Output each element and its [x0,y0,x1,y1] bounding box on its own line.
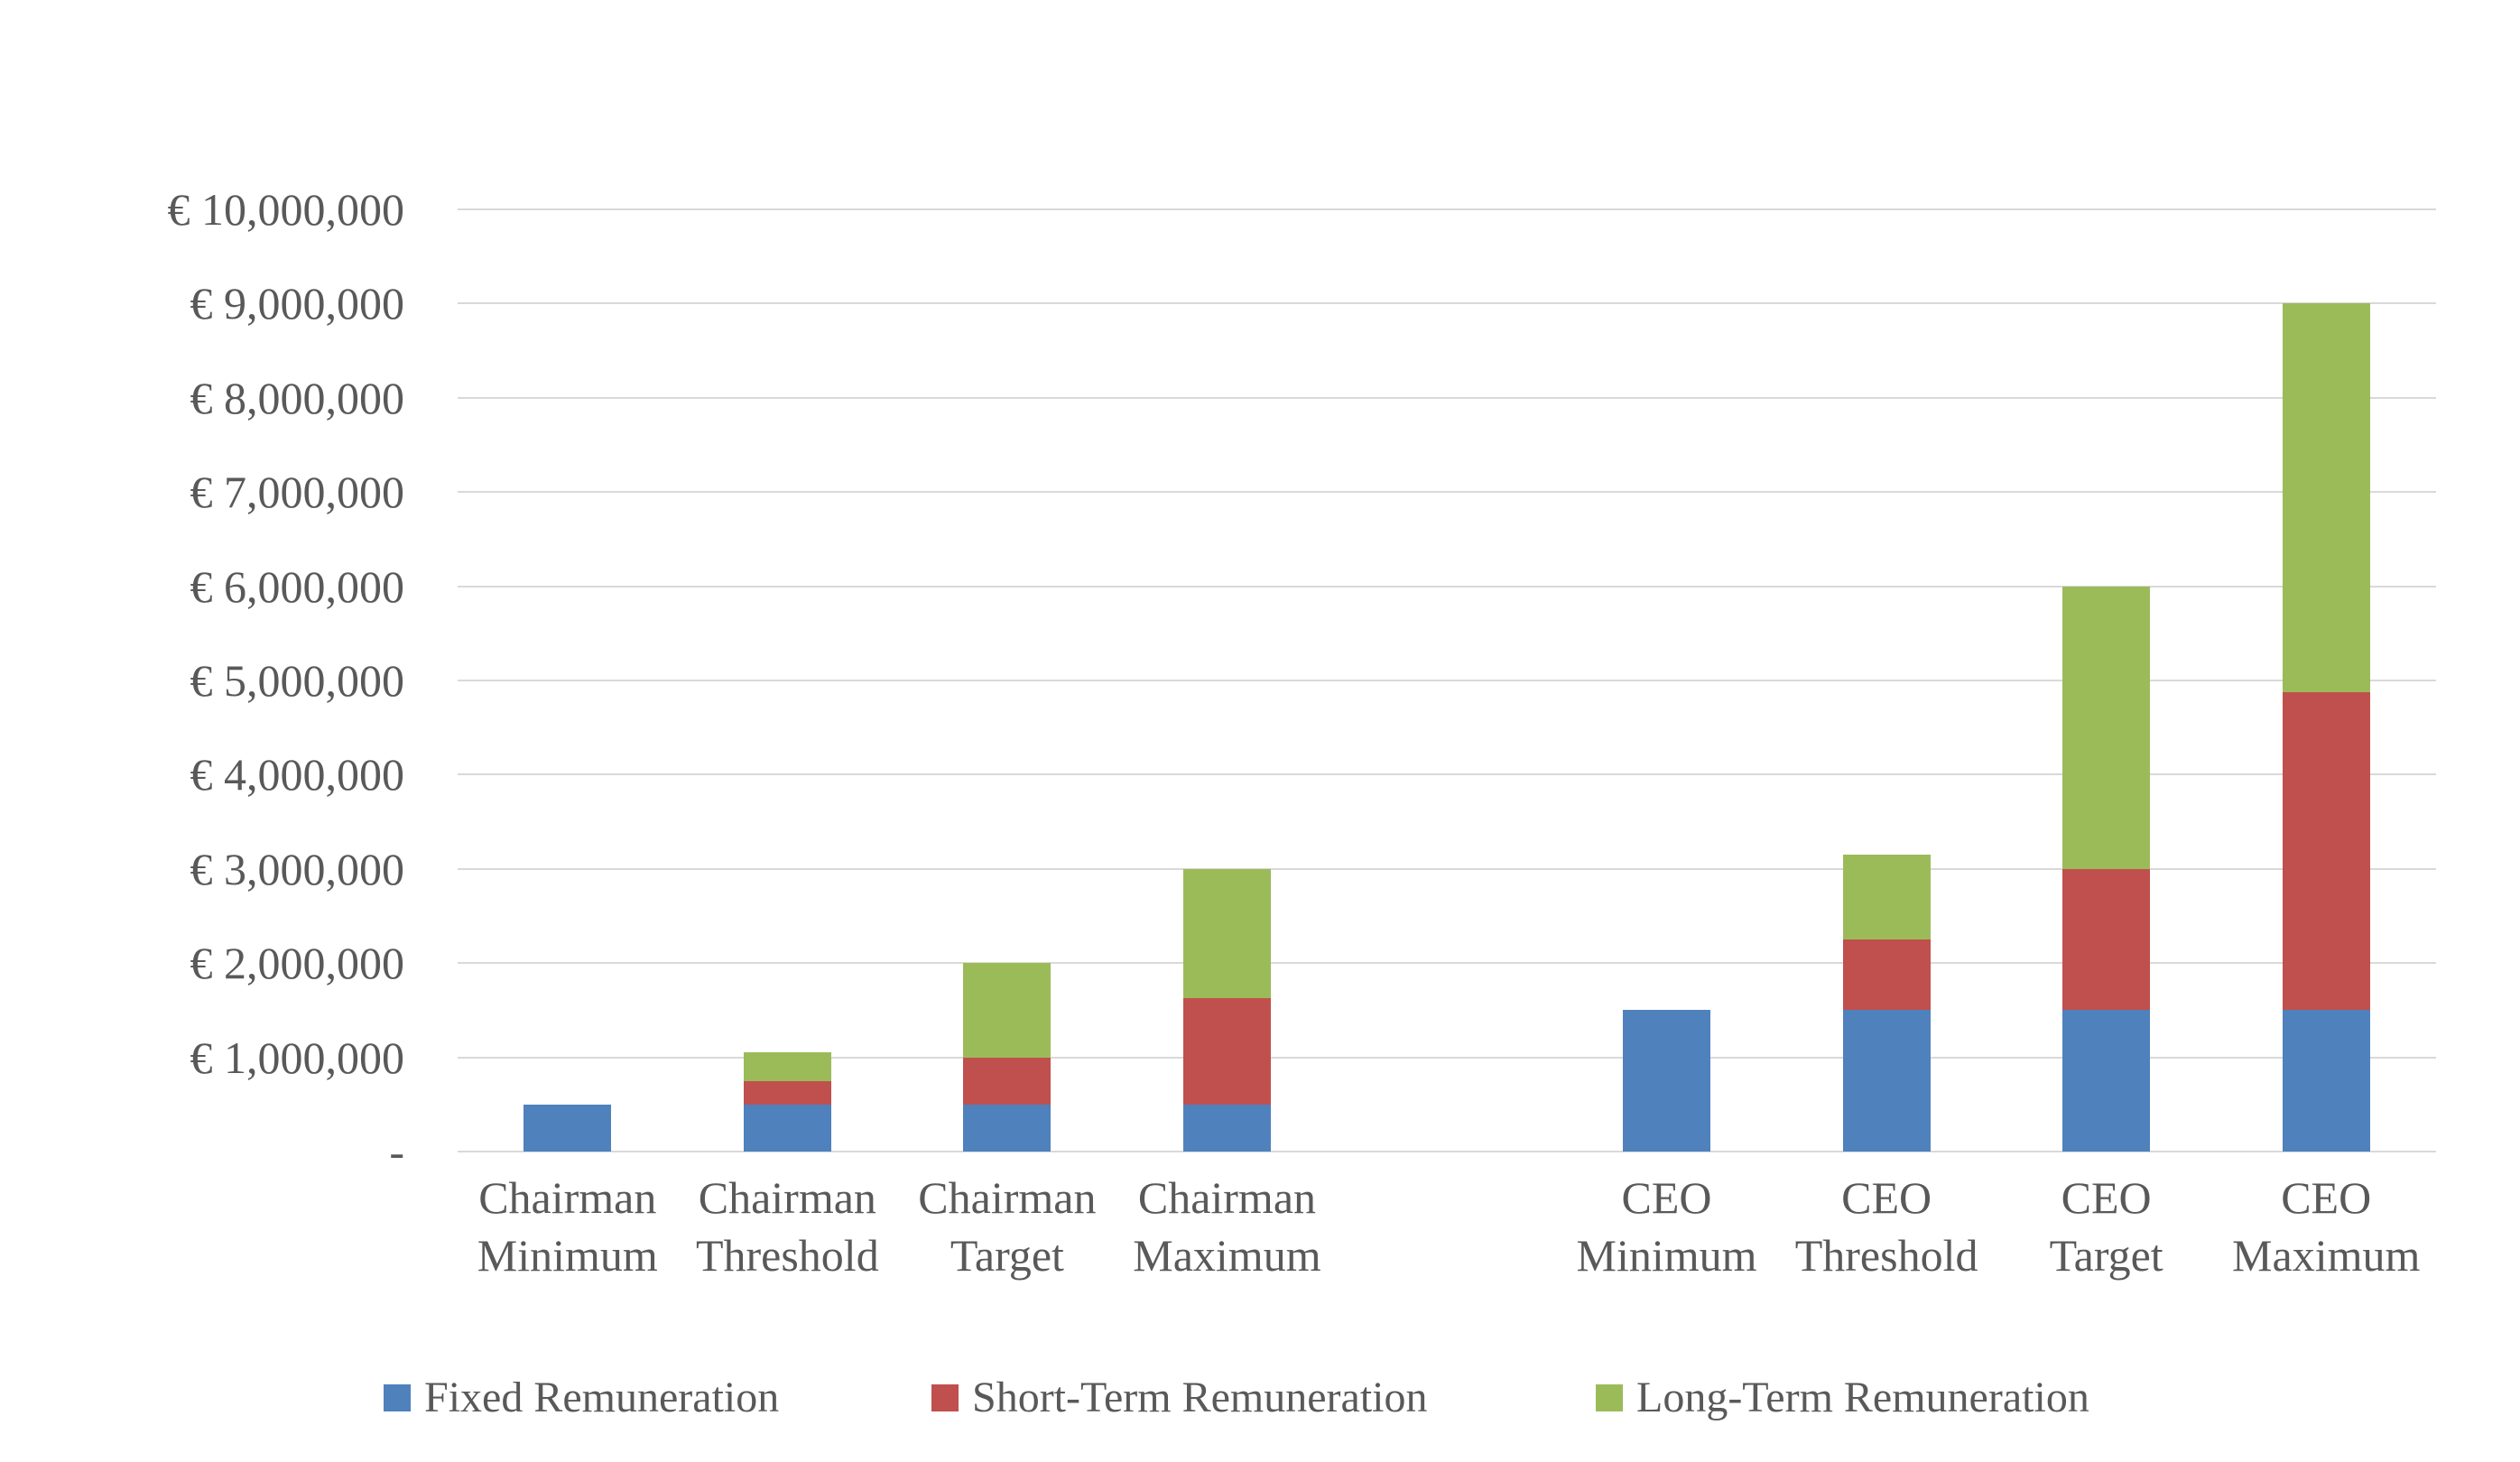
legend-swatch-fixed [384,1384,411,1411]
gridline [458,302,2436,304]
x-axis-label-line: Chairman [698,1172,876,1223]
y-axis-tick-label: € 3,000,000 [190,843,405,894]
x-axis-label-line: Minimum [477,1230,658,1281]
bar-segment-short-term [743,1080,831,1105]
y-axis-tick-label: € 8,000,000 [190,372,405,423]
bar-segment-short-term [1842,939,1931,1011]
x-axis-label: Chairman Target [897,1169,1117,1284]
bar-segment-fixed [2282,1010,2370,1152]
bar-segment-short-term [963,1057,1052,1105]
gridline [458,397,2436,399]
bar-segment-fixed [743,1104,831,1152]
x-axis-label-line: Minimum [1576,1230,1757,1281]
x-axis-label-line: CEO [2061,1172,2152,1223]
bar-stack [1623,1010,1711,1152]
bar-segment-long-term [2282,303,2370,693]
gridline [458,1057,2436,1059]
gridline [458,491,2436,493]
x-axis-label-line: Chairman [918,1172,1097,1223]
x-axis-label-line: Chairman [1137,1172,1317,1223]
x-axis-label: CEO Target [1997,1169,2217,1284]
legend-swatch-short-term [931,1384,959,1411]
legend-label: Fixed Remuneration [424,1374,780,1421]
bar-segment-fixed [1182,1104,1271,1152]
x-axis-label-line: Target [950,1230,1064,1281]
bar-segment-long-term [2062,586,2151,869]
bar-segment-long-term [1842,855,1931,940]
x-axis-label-line: Target [2049,1230,2163,1281]
x-axis-label: CEO Minimum [1557,1169,1777,1284]
x-axis-label: Chairman Threshold [678,1169,898,1284]
x-axis-line [458,1151,2436,1152]
legend-item: Short-Term Remuneration [931,1373,1428,1423]
x-axis-label: Chairman Maximum [1117,1169,1338,1284]
bar-stack [1182,868,1271,1152]
x-axis-label-line: Threshold [1794,1230,1978,1281]
bar-segment-short-term [1182,998,1271,1105]
gridline [458,208,2436,210]
legend-item: Fixed Remuneration [384,1373,779,1423]
y-axis-tick-label: € 1,000,000 [190,1032,405,1083]
gridline [458,773,2436,775]
bar-segment-short-term [2282,692,2370,1011]
bar-stack [523,1104,612,1152]
x-axis-label-line: CEO [1621,1172,1712,1223]
x-axis-label-line: Maximum [2232,1230,2421,1281]
x-axis-label-line: Chairman [478,1172,657,1223]
y-axis-tick-label: € 4,000,000 [190,749,405,800]
y-axis-tick-label: € 10,000,000 [167,184,405,235]
x-axis-label: CEO Threshold [1776,1169,1997,1284]
bar-segment-long-term [963,963,1052,1058]
x-axis-label-line: Threshold [695,1230,879,1281]
gridline [458,868,2436,870]
bar-segment-short-term [2062,868,2151,1011]
bar-segment-fixed [2062,1010,2151,1152]
y-axis-tick-label: € 9,000,000 [190,278,405,329]
y-axis-tick-label: € 7,000,000 [190,467,405,518]
gridline [458,680,2436,681]
x-axis-label: Chairman Minimum [458,1169,678,1284]
gridline [458,962,2436,964]
x-axis-label-line: Maximum [1133,1230,1321,1281]
plot-area [458,208,2436,1152]
bar-segment-fixed [523,1104,612,1152]
legend-item: Long-Term Remuneration [1596,1373,2089,1423]
bar-stack [963,963,1052,1152]
bar-stack [1842,855,1931,1152]
y-axis-tick-label: € 5,000,000 [190,655,405,706]
y-axis-tick-label: - [389,1126,404,1177]
legend-label: Long-Term Remuneration [1636,1374,2089,1421]
bar-segment-long-term [743,1052,831,1081]
y-axis-tick-label: € 6,000,000 [190,560,405,612]
bar-stack [2062,586,2151,1152]
bar-segment-fixed [963,1104,1052,1152]
legend-label: Short-Term Remuneration [972,1374,1428,1421]
gridline [458,586,2436,588]
legend-swatch-long-term [1596,1384,1623,1411]
x-axis-label-line: CEO [2281,1172,2372,1223]
bar-segment-fixed [1623,1010,1711,1152]
bar-segment-fixed [1842,1010,1931,1152]
bar-stack [743,1052,831,1152]
y-axis-tick-label: € 2,000,000 [190,938,405,989]
x-axis-label: CEO Maximum [2216,1169,2436,1284]
x-axis-label-line: CEO [1841,1172,1932,1223]
bar-segment-long-term [1182,868,1271,999]
bar-stack [2282,303,2370,1152]
